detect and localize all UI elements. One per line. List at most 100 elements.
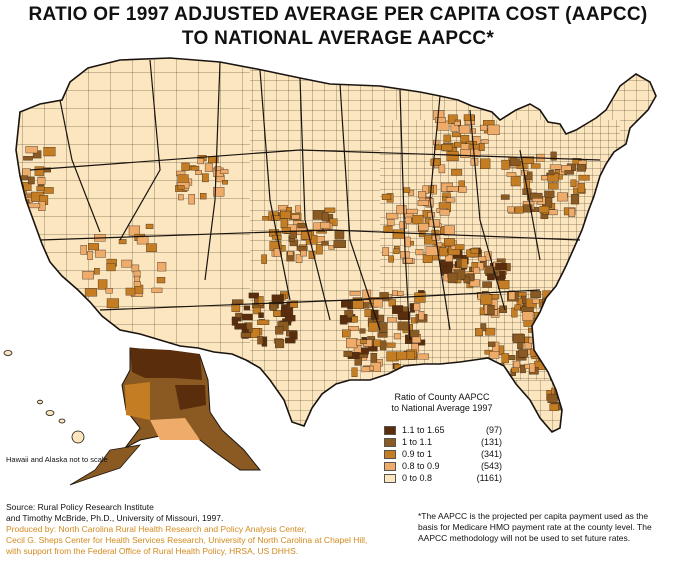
county-shape [214, 166, 222, 171]
legend-count: (341) [480, 449, 502, 459]
county-shape [346, 338, 358, 349]
county-shape [438, 164, 446, 174]
county-shape [552, 370, 564, 378]
county-shape [392, 290, 398, 296]
legend-heading-line1: Ratio of County AAPCC [394, 392, 490, 402]
county-shape [360, 339, 367, 345]
county-shape [577, 163, 587, 172]
county-shape [500, 194, 510, 200]
county-shape [418, 191, 426, 199]
county-shape [463, 114, 475, 121]
county-shape [412, 214, 424, 225]
county-shape [480, 124, 488, 131]
county-shape [275, 339, 285, 349]
county-shape [452, 132, 462, 138]
county-shape [343, 351, 353, 357]
aapcc-footnote: *The AAPCC is the projected per capita p… [418, 511, 652, 543]
county-shape [484, 251, 492, 261]
county-shape [541, 316, 552, 324]
county-shape [403, 258, 413, 264]
county-shape [118, 239, 127, 245]
county-shape [28, 176, 35, 185]
county-shape [295, 254, 303, 263]
map-title-line2: TO NATIONAL AVERAGE AAPCC* [181, 28, 495, 49]
county-shape [289, 231, 297, 239]
county-shape [344, 310, 354, 318]
county-shape [482, 281, 493, 288]
county-shape [514, 206, 524, 214]
county-shape [289, 300, 298, 308]
county-shape [177, 174, 189, 184]
county-shape [222, 179, 228, 185]
county-shape [125, 287, 136, 296]
county-shape [557, 192, 568, 202]
county-shape [548, 182, 559, 190]
county-shape [484, 265, 494, 274]
county-shape [386, 212, 399, 220]
hawaii-alaska-scale-note: Hawaii and Alaska not to scale [6, 455, 108, 464]
county-shape [235, 312, 242, 318]
county-shape [485, 327, 496, 336]
source-credit: Source: Rural Policy Research Institute … [6, 502, 223, 524]
county-shape [339, 315, 348, 325]
legend-range: 1 to 1.1 [402, 437, 433, 447]
county-shape [80, 244, 87, 255]
county-shape [415, 248, 424, 256]
county-shape [388, 255, 394, 263]
county-shape [291, 214, 300, 220]
county-shape [544, 324, 557, 332]
county-shape [106, 298, 119, 309]
county-shape [178, 194, 184, 201]
county-shape [232, 299, 244, 305]
county-shape [441, 144, 453, 152]
county-shape [363, 302, 370, 309]
county-shape [435, 117, 446, 124]
county-shape [199, 193, 207, 200]
county-shape [518, 349, 529, 358]
county-shape [530, 192, 543, 199]
county-shape [261, 254, 267, 264]
produced-line1: Produced by: North Carolina Rural Health… [6, 524, 307, 534]
county-shape [530, 163, 541, 169]
county-shape [459, 125, 471, 134]
county-shape [478, 256, 487, 262]
county-shape [408, 330, 420, 338]
county-shape [295, 205, 301, 213]
county-shape [87, 243, 99, 251]
county-shape [567, 374, 576, 383]
legend-item: 0.9 to 1 (341) [384, 449, 502, 460]
county-shape [271, 215, 281, 221]
county-shape [240, 332, 252, 338]
county-shape [577, 183, 585, 193]
county-shape [36, 185, 45, 192]
county-shape [513, 360, 521, 368]
county-shape [234, 323, 247, 330]
produced-by-credit: Produced by: North Carolina Rural Health… [6, 524, 367, 557]
county-shape [570, 406, 578, 416]
county-shape [273, 248, 282, 257]
county-shape [248, 292, 259, 299]
county-shape [414, 292, 426, 303]
county-shape [373, 339, 381, 347]
county-shape [386, 342, 396, 348]
map-title-line1: RATIO OF 1997 ADJUSTED AVERAGE PER CAPIT… [28, 4, 648, 25]
county-shape [84, 288, 98, 297]
county-shape [417, 353, 429, 360]
us-outline [15, 57, 657, 433]
county-shape [451, 169, 463, 176]
county-shape [473, 267, 480, 274]
county-shape [405, 216, 412, 224]
county-shape [489, 351, 500, 359]
county-shape [328, 245, 335, 250]
county-shape [275, 326, 284, 335]
produced-line3: with support from the Federal Office of … [6, 546, 299, 556]
legend-item: 1 to 1.1 (131) [384, 437, 502, 448]
county-shape [532, 329, 540, 340]
county-shape [508, 355, 516, 360]
county-shape [393, 333, 401, 340]
legend-swatch [384, 438, 396, 447]
legend-item: 0 to 0.8 (1161) [384, 473, 502, 484]
county-shape [506, 172, 517, 177]
county-shape [324, 207, 336, 213]
county-shape [460, 148, 471, 158]
